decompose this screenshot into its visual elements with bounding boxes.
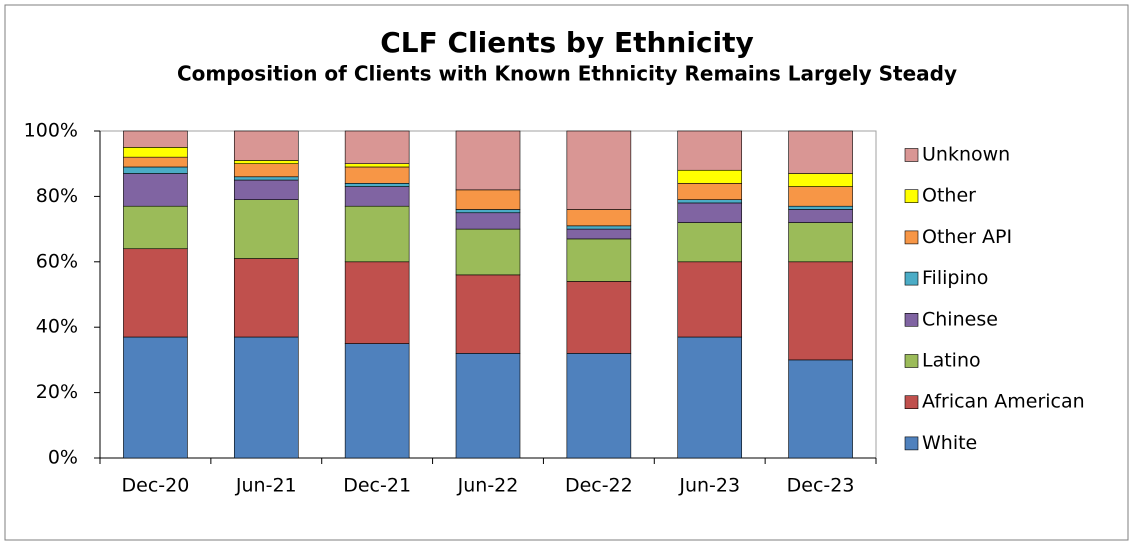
y-tick-label: 20% — [36, 381, 78, 403]
bar-segment — [677, 222, 743, 263]
bar-segment — [566, 130, 632, 210]
x-tick-label: Jun-21 — [235, 475, 297, 497]
bar-segment — [344, 186, 410, 207]
y-tick-label: 100% — [24, 120, 78, 142]
bar-segment — [455, 212, 521, 230]
legend-swatch — [904, 395, 919, 410]
bar-segment — [677, 169, 743, 184]
bar-segment — [233, 163, 299, 178]
bar-segment — [344, 261, 410, 344]
bar-segment — [123, 147, 188, 158]
bar-segment — [344, 205, 410, 263]
y-tick-label: 40% — [36, 316, 78, 338]
bar-segment — [677, 199, 743, 204]
x-tick-label: Dec-22 — [565, 475, 633, 497]
bar-segment — [233, 199, 299, 259]
legend-swatch — [904, 230, 919, 245]
legend-label: Other — [922, 185, 976, 207]
legend-label: Chinese — [922, 308, 998, 330]
bar-segment — [123, 205, 188, 250]
bar-segment — [455, 274, 521, 354]
bar-segment — [344, 163, 410, 168]
bar-segment — [566, 238, 632, 282]
bar-segment — [123, 248, 188, 338]
y-tick-label: 0% — [48, 447, 78, 469]
bar-segment — [123, 156, 188, 168]
bar-segment — [344, 183, 410, 187]
bar-segment — [344, 130, 410, 165]
bar-segment — [123, 173, 188, 207]
bar-segment — [788, 186, 853, 207]
legend-swatch — [904, 354, 919, 368]
y-tick-label: 60% — [36, 250, 78, 272]
legend-swatch — [904, 148, 919, 162]
bar-segment — [123, 166, 188, 174]
bar-segment — [344, 343, 410, 459]
legend-label: Unknown — [922, 144, 1010, 166]
legend-label: Latino — [922, 350, 981, 372]
bar-segment — [677, 336, 743, 459]
bar-segment — [677, 183, 743, 200]
bar-segment — [566, 209, 632, 227]
bar-segment — [566, 281, 632, 354]
bar-segment — [677, 130, 743, 171]
bar-segment — [566, 228, 632, 240]
bar-segment — [455, 130, 521, 191]
x-tick-label: Dec-23 — [787, 475, 855, 497]
y-tick-label: 80% — [36, 185, 78, 207]
legend-label: Other API — [922, 226, 1012, 248]
legend-swatch — [904, 312, 919, 327]
x-tick-label: Dec-20 — [122, 475, 190, 497]
legend-swatch — [904, 189, 919, 203]
bar-segment — [788, 359, 853, 459]
chart-title: CLF Clients by Ethnicity — [380, 26, 754, 59]
bar-segment — [788, 205, 853, 210]
legend-swatch — [904, 436, 919, 451]
chart-frame — [4, 4, 1129, 541]
bar-segment — [788, 261, 853, 361]
bar-segment — [233, 160, 299, 164]
bar-segment — [788, 173, 853, 187]
bar-segment — [455, 189, 521, 210]
bar-segment — [233, 258, 299, 338]
bar-segment — [566, 225, 632, 230]
x-tick-label: Jun-23 — [678, 475, 740, 497]
bar-segment — [677, 202, 743, 223]
bar-segment — [233, 176, 299, 181]
bar-segment — [455, 353, 521, 459]
legend-label: White — [922, 432, 977, 454]
bar-segment — [788, 222, 853, 263]
bar-segment — [123, 130, 188, 148]
bar-segment — [455, 209, 521, 214]
bar-segment — [344, 166, 410, 184]
bar-segment — [566, 353, 632, 459]
legend-label: African American — [922, 391, 1085, 413]
bar-segment — [677, 261, 743, 338]
x-tick-label: Jun-22 — [457, 475, 519, 497]
bar-segment — [233, 336, 299, 459]
bar-segment — [455, 228, 521, 276]
chart-subtitle: Composition of Clients with Known Ethnic… — [177, 62, 957, 86]
legend-swatch — [904, 271, 919, 286]
bar-segment — [123, 336, 188, 459]
x-tick-label: Dec-21 — [343, 475, 411, 497]
legend-label: Filipino — [922, 267, 988, 289]
bar-segment — [233, 130, 299, 161]
bar-segment — [788, 130, 853, 174]
bar-segment — [788, 209, 853, 223]
bar-segment — [233, 179, 299, 200]
